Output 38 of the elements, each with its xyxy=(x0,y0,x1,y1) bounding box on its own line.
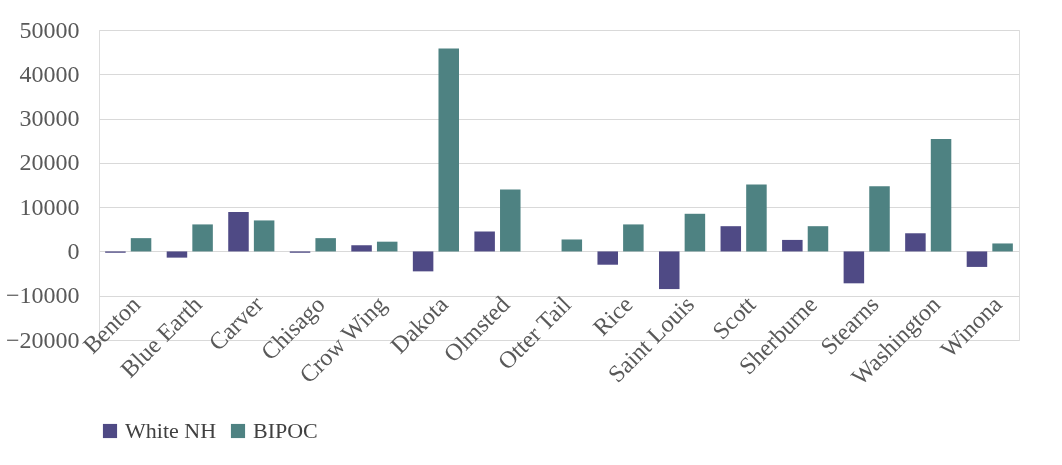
bar xyxy=(992,243,1013,252)
bar xyxy=(438,48,459,252)
bar xyxy=(597,251,618,265)
bar xyxy=(869,186,890,252)
y-tick-label: 20000 xyxy=(19,149,80,176)
bar xyxy=(782,239,803,252)
bar xyxy=(166,251,188,258)
y-tick-label: 30000 xyxy=(19,105,80,132)
bar xyxy=(376,241,398,252)
bar xyxy=(659,251,680,290)
y-tick-label: 50000 xyxy=(19,16,80,43)
y-tick-label: −10000 xyxy=(5,282,80,309)
bar xyxy=(474,231,495,252)
bar xyxy=(807,226,829,252)
bar xyxy=(253,220,275,252)
bar xyxy=(843,251,865,284)
bar xyxy=(192,224,213,252)
bar xyxy=(315,238,336,252)
y-tick-label: 0 xyxy=(67,237,80,264)
x-tick-label: Rice xyxy=(588,291,638,341)
y-tick-label: −20000 xyxy=(5,326,80,353)
bar xyxy=(228,212,249,252)
y-tick-label: 10000 xyxy=(19,193,80,220)
bar xyxy=(684,213,706,252)
bar xyxy=(905,233,926,252)
bar xyxy=(351,245,372,252)
bar xyxy=(130,238,152,252)
bar xyxy=(746,184,767,252)
bar xyxy=(720,226,742,252)
bar xyxy=(561,239,583,252)
bar xyxy=(930,138,952,252)
y-tick-label: 40000 xyxy=(19,60,80,87)
bar xyxy=(500,189,521,252)
legend-label: White NH xyxy=(125,418,217,443)
bar xyxy=(623,224,644,252)
bar xyxy=(412,251,434,272)
legend-label: BIPOC xyxy=(253,418,318,443)
bar xyxy=(966,251,988,267)
